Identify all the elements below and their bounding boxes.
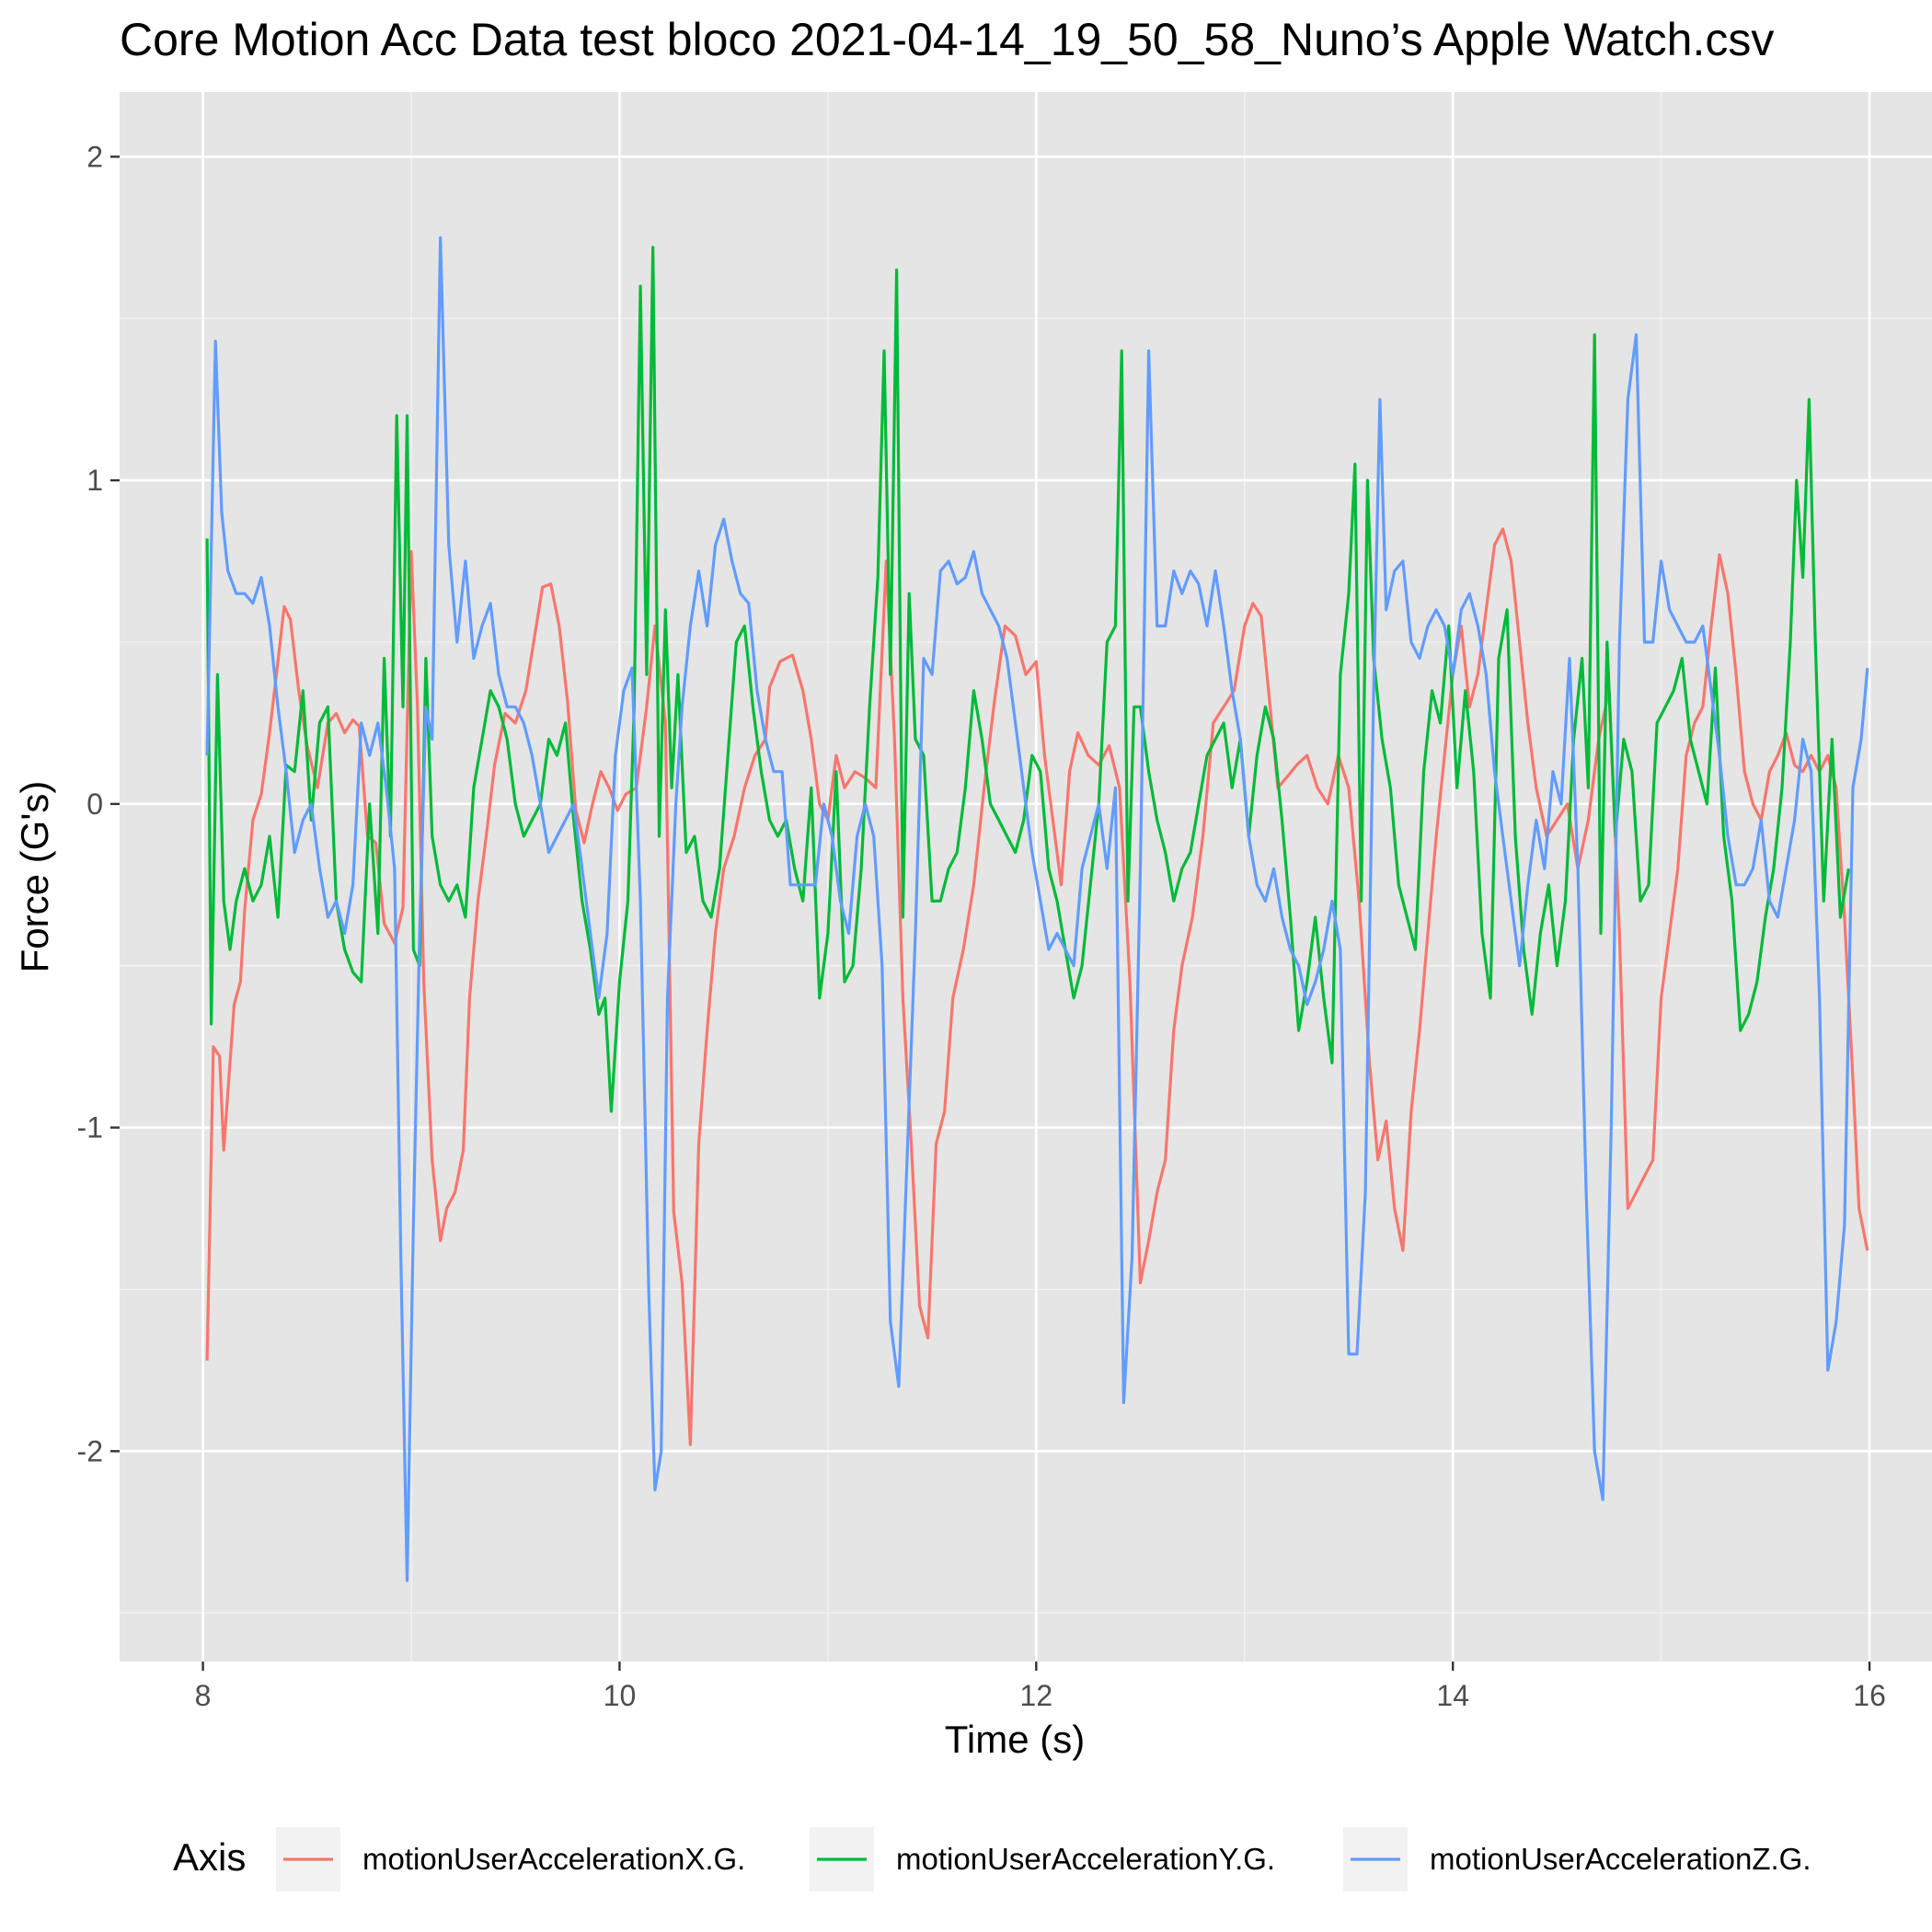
x-tick-label: 12 xyxy=(1020,1679,1053,1712)
y-tick-label: 1 xyxy=(86,464,103,497)
y-axis-title: Force (G's) xyxy=(13,781,56,973)
y-tick-label: 0 xyxy=(86,788,103,821)
series-line-3 xyxy=(205,236,1869,1582)
legend-label: motionUserAccelerationX.G. xyxy=(362,1842,745,1876)
x-tick-label: 8 xyxy=(195,1679,212,1712)
legend-item-3: motionUserAccelerationZ.G. xyxy=(1343,1827,1811,1892)
legend-item-1: motionUserAccelerationX.G. xyxy=(276,1827,745,1892)
legend-items: motionUserAccelerationX.G. motionUserAcce… xyxy=(276,1827,1811,1892)
series-line-1 xyxy=(205,527,1869,1446)
y-tick-label: -1 xyxy=(77,1111,103,1144)
legend-label: motionUserAccelerationZ.G. xyxy=(1430,1842,1811,1876)
x-tick-label: 10 xyxy=(604,1679,637,1712)
series-lines xyxy=(205,236,1869,1582)
legend-title: Axis xyxy=(173,1835,246,1879)
y-tick-label: -2 xyxy=(77,1434,103,1467)
y-tick-label: 2 xyxy=(86,140,103,173)
x-tick-label: 14 xyxy=(1436,1679,1469,1712)
legend: Axis motionUserAccelerationX.G. motionUse… xyxy=(173,1827,1811,1892)
series-line-2 xyxy=(205,246,1850,1113)
plot-panel xyxy=(120,92,1932,1662)
chart-title: Core Motion Acc Data test bloco 2021-04-… xyxy=(120,14,1774,65)
legend-item-2: motionUserAccelerationY.G. xyxy=(810,1827,1275,1892)
x-axis-title: Time (s) xyxy=(945,1718,1085,1761)
x-tick-label: 16 xyxy=(1853,1679,1886,1712)
legend-label: motionUserAccelerationY.G. xyxy=(896,1842,1275,1876)
